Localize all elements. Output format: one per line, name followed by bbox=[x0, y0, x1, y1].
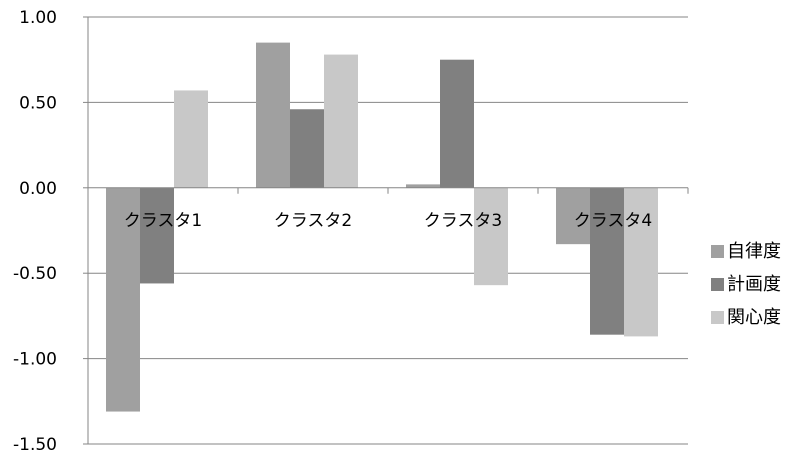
bar-series-2-cluster-1 bbox=[140, 187, 174, 284]
legend-swatch bbox=[711, 278, 724, 291]
category-label: クラスタ2 bbox=[274, 211, 352, 231]
category-labels: クラスタ1 クラスタ2 クラスタ3 クラスタ4 bbox=[124, 211, 652, 231]
y-tick-label: 0.00 bbox=[19, 179, 57, 199]
legend-label: 計画度 bbox=[727, 274, 781, 295]
bar-series-1-cluster-2 bbox=[256, 42, 290, 188]
legend-label: 自律度 bbox=[727, 241, 781, 262]
legend-label: 関心度 bbox=[727, 307, 781, 328]
y-tick-label: -0.50 bbox=[13, 264, 57, 284]
bar-series-3-cluster-4 bbox=[624, 187, 658, 337]
bar-series-3-cluster-1 bbox=[174, 90, 208, 188]
y-tick-label: -1.50 bbox=[13, 435, 57, 455]
bar-series-3-cluster-3 bbox=[474, 187, 508, 286]
category-label: クラスタ4 bbox=[574, 211, 652, 231]
category-label: クラスタ3 bbox=[424, 211, 502, 231]
bar-series-2-cluster-4 bbox=[590, 187, 624, 335]
bar-series-3-cluster-2 bbox=[324, 54, 358, 188]
category-label: クラスタ1 bbox=[124, 211, 202, 231]
y-tick-label: -1.00 bbox=[13, 350, 57, 370]
bars bbox=[106, 42, 658, 412]
legend-swatch bbox=[711, 245, 724, 258]
bar-series-1-cluster-1 bbox=[106, 187, 140, 412]
y-tick-label: 1.00 bbox=[19, 8, 57, 28]
legend-swatch bbox=[711, 311, 724, 324]
bar-series-2-cluster-3 bbox=[440, 59, 474, 188]
bar-series-2-cluster-2 bbox=[290, 109, 324, 188]
y-axis-ticks: 1.00 0.50 0.00 -0.50 -1.00 -1.50 bbox=[13, 8, 88, 455]
bar-series-1-cluster-3 bbox=[406, 184, 440, 188]
x-axis bbox=[87, 187, 689, 194]
bar-series-1-cluster-4 bbox=[556, 187, 590, 245]
y-tick-label: 0.50 bbox=[19, 93, 57, 113]
